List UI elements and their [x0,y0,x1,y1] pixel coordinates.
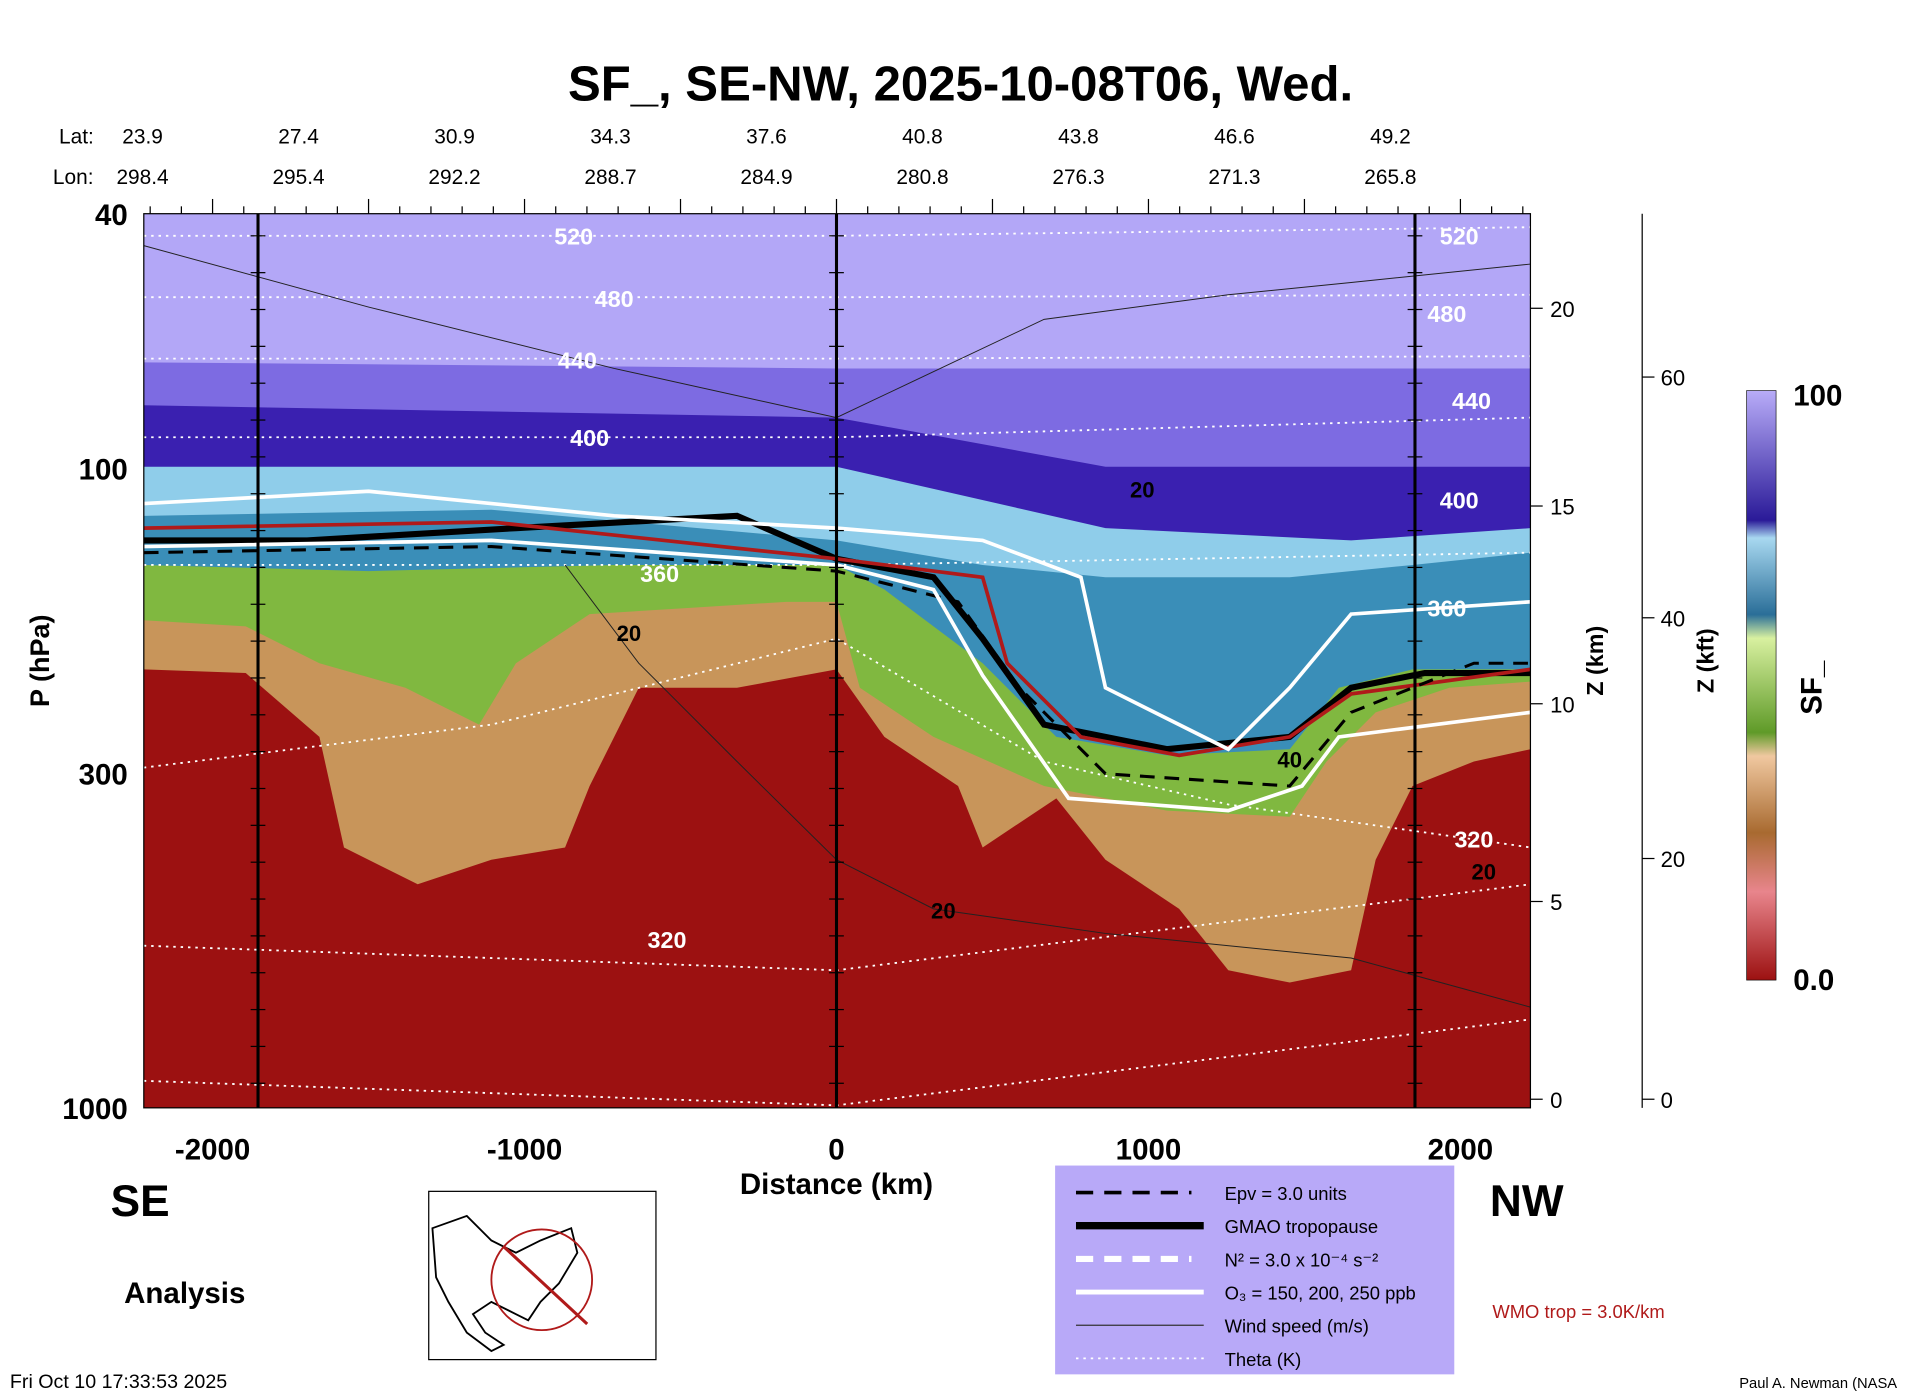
x-tick-label: 1000 [1116,1133,1182,1166]
theta-label: 520 [1440,223,1479,249]
zkm-tick-label: 0 [1550,1088,1562,1113]
zkft-tick-label: 60 [1661,366,1686,391]
lat-label: Lat: [59,126,94,149]
colorbar-min: 0.0 [1793,964,1834,997]
wind-label: 20 [617,621,642,646]
lon-value: 298.4 [116,166,168,189]
lat-value: 49.2 [1370,126,1411,149]
theta-label: 360 [640,561,679,587]
lon-value: 265.8 [1364,166,1416,189]
zkft-tick-label: 40 [1661,606,1686,631]
zkft-tick-label: 0 [1661,1088,1673,1113]
zkm-tick-label: 15 [1550,495,1575,520]
timestamp: Fri Oct 10 17:33:53 2025 [10,1371,227,1393]
theta-label: 400 [570,425,609,451]
lon-value: 288.7 [584,166,636,189]
colorbar-max: 100 [1793,379,1842,412]
wind-label: 20 [1130,477,1155,502]
wind-contour [143,245,1531,419]
credit: Paul A. Newman (NASA [1739,1376,1897,1392]
lat-value: 40.8 [902,126,943,149]
zkm-tick-label: 5 [1550,890,1562,915]
lat-value: 34.3 [590,126,631,149]
x-tick-label: 2000 [1428,1133,1494,1166]
y-tick-label: 1000 [62,1093,128,1126]
y-tick-label: 300 [79,758,128,791]
wmo-tropopause [143,520,1531,758]
theta-label: 440 [558,347,597,373]
wind-label: 40 [1277,748,1302,773]
theta-label: 320 [648,927,687,953]
y-tick-label: 100 [79,453,128,486]
map-inset [428,1190,657,1361]
lon-value: 276.3 [1052,166,1104,189]
domain-circle [490,1228,594,1332]
theta-label: 360 [1427,596,1466,622]
legend-item-label: Wind speed (m/s) [1225,1316,1369,1337]
y-axis-label: P (hPa) [25,614,55,707]
section-line [502,1245,589,1326]
zkft-axis-label: Z (kft) [1692,628,1718,693]
direction-nw: NW [1490,1177,1564,1226]
x-axis-label: Distance (km) [740,1168,933,1201]
contour-labels: 520 480 440 400 360 320 520 480 440 400 360 320 20 20… [554,223,1496,953]
theta-contour [143,637,1531,849]
zkm-tick-label: 20 [1550,297,1575,322]
lon-value: 292.2 [428,166,480,189]
legend: Epv = 3.0 units GMAO tropopause N² = 3.0 x… [1055,1165,1455,1375]
wind-label: 20 [931,899,956,924]
legend-item-label: O₃ = 150, 200, 250 ppb [1225,1282,1416,1303]
coastline [431,1214,579,1353]
theta-label: 480 [1427,301,1466,327]
chart-title: SF_, SE-NW, 2025-10-08T06, Wed. [568,58,1353,112]
wind-contour [564,564,1531,1008]
lat-value: 23.9 [122,126,163,149]
lon-label: Lon: [53,166,94,189]
theta-label: 440 [1452,388,1491,414]
x-tick-label: 0 [828,1133,844,1166]
ozone-contour [143,538,1531,813]
theta-label: 400 [1440,487,1479,513]
x-tick-label: -2000 [175,1133,250,1166]
theta-label: 320 [1454,826,1493,852]
direction-se: SE [111,1177,170,1226]
lat-value: 43.8 [1058,126,1099,149]
lon-value: 295.4 [272,166,324,189]
ozone-contour [143,489,1531,752]
lon-value: 271.3 [1208,166,1260,189]
lat-value: 27.4 [278,126,319,149]
lat-value: 46.6 [1214,126,1255,149]
legend-item-label: GMAO tropopause [1225,1216,1378,1237]
lat-value: 37.6 [746,126,787,149]
legend-item-label: Epv = 3.0 units [1225,1183,1347,1204]
legend-item-label: Theta (K) [1225,1349,1302,1370]
zkm-tick-label: 10 [1550,692,1575,717]
y-tick-label: 40 [95,199,128,232]
lon-value: 284.9 [740,166,792,189]
epv-contour [143,545,1531,788]
wind-label: 20 [1471,859,1496,884]
theta-label: 520 [554,223,593,249]
wmo-label: WMO trop = 3.0K/km [1492,1301,1664,1322]
colorbar-label: SF_ [1796,660,1829,715]
colorbar [1746,390,1777,981]
zkm-axis-label: Z (km) [1582,626,1608,696]
zkft-tick-label: 20 [1661,847,1686,872]
lon-value: 280.8 [896,166,948,189]
legend-item-label: N² = 3.0 x 10⁻⁴ s⁻² [1225,1249,1379,1270]
analysis-label: Analysis [124,1277,245,1310]
lat-lon-labels: Lat: Lon: 23.9 298.4 27.4 295.4 30.9 292.2 34.3 2… [53,126,1417,190]
x-tick-label: -1000 [487,1133,562,1166]
lat-value: 30.9 [434,126,475,149]
axes: -2000 -1000 0 1000 2000 40 100 300 1000 0 5 10 15 20 0… [62,199,1685,1167]
theta-label: 480 [595,286,634,312]
